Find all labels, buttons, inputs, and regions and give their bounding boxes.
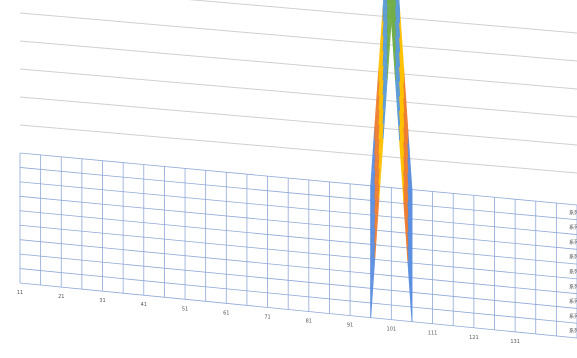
x-tick-label: 31 — [99, 298, 105, 304]
peak-face-fall — [394, 0, 396, 7]
x-tick-label: 11 — [17, 290, 23, 296]
floor-gridline-depth — [19, 181, 577, 235]
x-tick-label: 121 — [469, 335, 479, 341]
x-tick-label: 111 — [428, 331, 438, 337]
series-label: 系列4 — [569, 283, 577, 290]
back-gridline — [19, 68, 577, 118]
depth-axis-series-labels: 系列1 系列2 系列3 系列4 系列5 系列6 系列7 系列8 系列9 — [569, 209, 577, 334]
x-tick-label: 51 — [182, 306, 188, 312]
series-label: 系列8 — [569, 224, 577, 231]
x-tick-label: 101 — [387, 327, 397, 333]
series-label: 系列1 — [569, 328, 577, 335]
floor-gridline-depth — [19, 210, 577, 265]
back-wall-gridlines — [19, 0, 577, 174]
x-tick-label: 21 — [58, 294, 64, 300]
floor-gridline-depth — [19, 152, 577, 206]
floor-gridline-depth — [19, 253, 577, 309]
floor-gridline-depth — [19, 167, 577, 221]
peak-face-fall — [397, 0, 400, 24]
back-gridline — [19, 124, 577, 174]
back-gridline — [19, 40, 577, 90]
series-label: 系列2 — [569, 313, 577, 320]
peak-surface — [370, 0, 413, 322]
series-label: 系列3 — [569, 298, 577, 305]
x-tick-label: 71 — [264, 314, 270, 320]
floor-gridline-depth — [19, 239, 577, 295]
back-gridline — [19, 12, 577, 62]
floor-gridline-depth — [19, 268, 577, 324]
back-gridline — [19, 96, 577, 146]
x-tick-label: 41 — [141, 302, 147, 308]
peak-face-rise — [386, 0, 389, 6]
series-label: 系列9 — [569, 209, 577, 216]
series-label: 系列5 — [569, 269, 577, 276]
series-label: 系列7 — [569, 239, 577, 246]
x-tick-label: 81 — [306, 319, 312, 325]
x-tick-label: 61 — [223, 310, 229, 316]
floor-gridline-depth — [19, 282, 577, 339]
floor-gridline-depth — [19, 195, 577, 250]
x-tick-label: 131 — [510, 339, 520, 345]
x-axis-tick-labels: 11 21 31 41 51 61 71 81 91 101 111 121 131 — [17, 290, 520, 345]
floor-gridline-depth — [19, 224, 577, 280]
series-label: 系列6 — [569, 254, 577, 261]
peak-face-rise — [382, 0, 385, 22]
floor-grid — [19, 152, 577, 339]
back-gridline — [188, 0, 577, 34]
x-tick-label: 91 — [347, 323, 353, 329]
